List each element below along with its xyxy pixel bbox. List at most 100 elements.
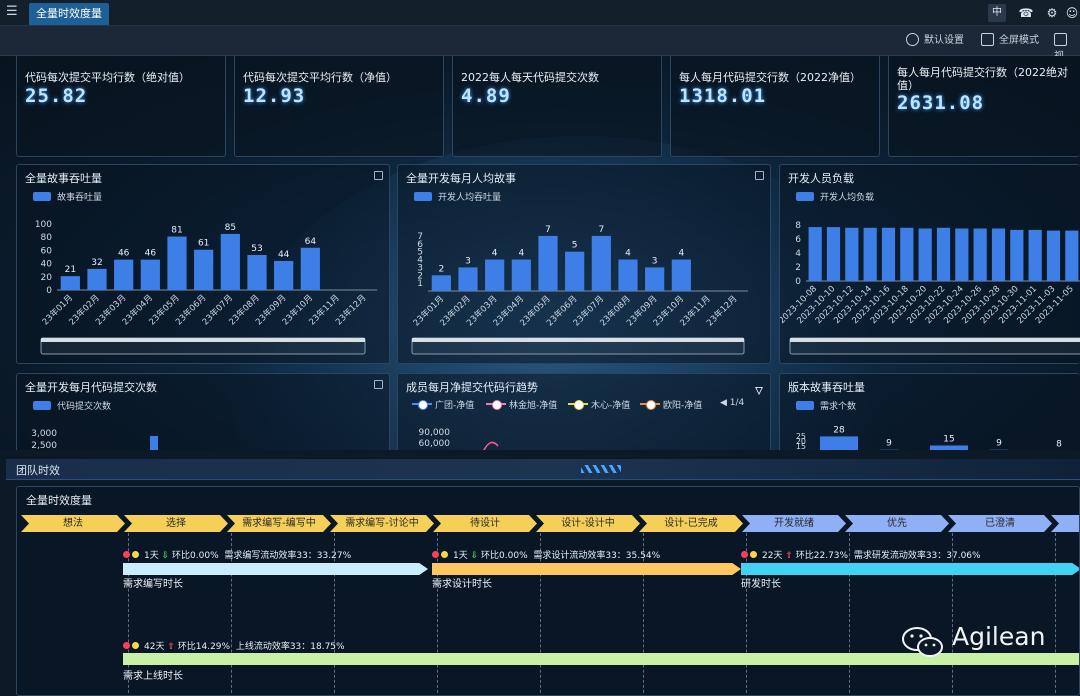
headset-icon[interactable]: ☎ [1018,6,1034,20]
series-line [483,441,499,450]
panel-title: 全量开发每月人均故事 [406,172,516,185]
legend-item[interactable]: 广团-净值 [412,398,474,411]
data-label: 7 [598,225,604,235]
y-tick-label: 6 [417,240,423,250]
bar [900,227,914,281]
chart-legend[interactable]: 需求个数 [796,401,856,413]
chart-legend[interactable]: 开发人均负载 [796,192,874,204]
stage-4[interactable]: 待设计 [433,515,537,532]
legend-pager[interactable]: ◀ 1/4 [720,398,744,408]
stage-1[interactable]: 选择 [124,515,228,532]
kpi-card: 每人每月代码提交行数（2022净值） 1318.01 [670,56,880,157]
per-person-story-panel: 全量开发每月人均故事 开发人均吞吐量 1 2 3 4 5 6 7 2 3 4 4 7 5 7 4 3 4 23年0… [397,164,771,364]
kpi-value: 4.89 [461,85,511,107]
status-dot-red [123,551,130,558]
stage-metric: 1天 ⇩ 环比0.00% 需求设计流动效率33：35.54% [432,550,660,562]
y-tick-label: 2 [795,263,801,273]
stage-divider [746,533,747,693]
pager-prev-icon[interactable]: ◀ [720,398,730,408]
bar [808,227,822,281]
duration-label: 需求设计时长 [432,579,492,590]
duration-label: 需求编写时长 [123,579,183,590]
data-label: 32 [91,258,102,268]
net-lines-trend-panel: 成员每月净提交代码行趋势 ▿ 广团-净值 林金旭-净值 木心-净值 欧阳-净值 … [397,373,771,450]
zoom-slider-handle-bar [790,338,1080,342]
duration-bar[interactable] [123,563,428,575]
commit-count-panel: 全量开发每月代码提交次数 代码提交次数 3,000 2,500 [16,373,390,450]
bar [936,227,951,281]
bar [991,228,1006,281]
dev-load-chart: 024682023-10-082023-10-102023-10-122023-… [780,221,1080,355]
legend-label: 故事吞吐量 [57,193,103,203]
status-dot-yellow [132,551,139,558]
stage-divider [952,533,953,693]
legend-item[interactable]: 林金旭-净值 [486,398,557,411]
default-settings-button[interactable]: 默认设置 [906,33,964,49]
stage-5[interactable]: 设计-设计中 [536,515,640,532]
stage-6[interactable]: 设计-已完成 [639,515,743,532]
duration-bar[interactable] [123,653,1079,665]
stage-metric: 1天 ⇩ 环比0.00% 需求编写流动效率33：33.27% [123,550,351,562]
duration-bar[interactable] [741,563,1080,575]
robot-icon[interactable]: ⚙ [1046,6,1058,20]
kpi-value: 25.82 [25,85,88,107]
tab-full-timeliness[interactable]: 全量时效度量 [29,3,109,25]
legend-label: 开发人均吞吐量 [438,193,502,203]
stage-10[interactable]: 故事 [1051,515,1080,532]
legend-label: 广团-净值 [435,401,475,411]
stage-0[interactable]: 想法 [21,515,125,532]
stage-divider [540,533,541,693]
version-throughput-panel: 版本故事吞吐量 需求个数 25 20 15 28 9 15 9 8 [779,373,1080,450]
fullscreen-button[interactable]: 全屏模式 [981,33,1039,49]
metric-efficiency: 需求编写流动效率33：33.27% [224,551,352,561]
bar [511,259,531,291]
stage-divider [437,533,438,693]
stage-7[interactable]: 开发就绪 [742,515,846,532]
y-tick-label: 90,000 [419,428,451,438]
panel-title: 全量故事吞吐量 [25,172,102,185]
stage-metric: 42天 ⇧ 环比14.29% 上线流动效率33：18.75% [123,641,345,653]
status-dot-yellow [441,551,448,558]
zoom-slider-handle-bar [412,338,744,342]
data-label: 4 [678,249,684,259]
wechat-icon [902,627,943,657]
legend-page: 1/4 [729,398,745,408]
watermark-text: Agilean [952,622,1046,651]
language-switch[interactable]: 中 [988,4,1006,22]
duration-bar[interactable] [432,563,741,575]
chart-legend[interactable]: 开发人均吞吐量 [414,192,501,204]
legend-line [568,400,588,410]
data-label: 9 [996,439,1002,449]
bar [820,436,858,450]
stage-3[interactable]: 需求编写-讨论中 [330,515,434,532]
user-avatar-icon[interactable]: ☺ [1065,6,1079,20]
metric-ratio: 环比0.00% [481,551,528,561]
expand-icon[interactable] [374,171,383,180]
legend-swatch [414,192,432,201]
data-label: 81 [171,226,182,236]
legend-item[interactable]: 欧阳-净值 [640,398,702,411]
bar [645,267,665,291]
legend-item[interactable]: 木心-净值 [568,398,630,411]
panel-title: 开发人员负载 [788,172,854,185]
team-header: 团队时效 [6,459,1080,480]
bar [60,276,80,290]
bar [538,235,558,291]
stage-9[interactable]: 已澄清 [948,515,1052,532]
default-settings-label: 默认设置 [924,35,964,46]
bar [863,227,877,281]
expand-icon[interactable] [755,171,764,180]
data-label: 28 [833,425,845,435]
stage-8[interactable]: 优先 [845,515,949,532]
data-label: 21 [65,265,76,275]
top-bar: ☰ 全量时效度量 中 ☎ ⚙ ☺ [0,0,1080,26]
bar [618,259,638,291]
y-tick-label: 60,000 [419,439,451,449]
menu-icon[interactable]: ☰ [6,4,18,19]
stage-2[interactable]: 需求编写-编写中 [227,515,331,532]
data-label: 4 [518,249,524,259]
expand-icon[interactable] [374,380,383,389]
data-label: 61 [198,239,209,249]
chart-legend[interactable]: 故事吞吐量 [33,192,102,204]
chart-legend[interactable]: 代码提交次数 [33,401,111,413]
